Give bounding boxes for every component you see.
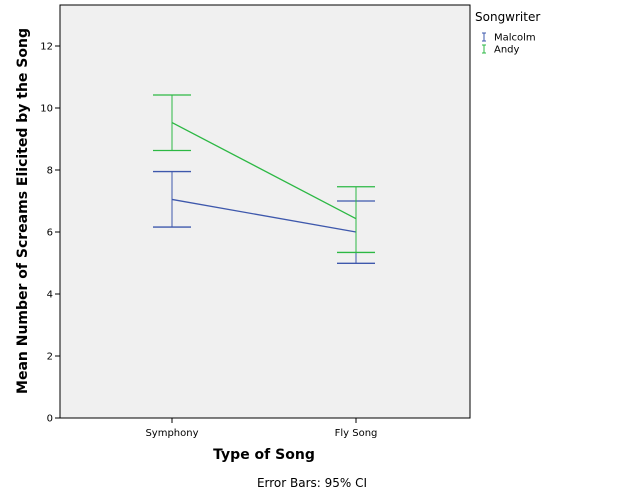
y-tick-label: 2 <box>47 352 53 363</box>
y-tick-label: 12 <box>40 42 53 53</box>
x-axis: Symphony Fly Song <box>145 418 377 439</box>
y-tick-label: 8 <box>47 166 53 177</box>
y-tick-label: 4 <box>47 290 53 301</box>
series-line <box>171 198 357 233</box>
y-axis: 0 2 4 6 8 10 12 <box>40 42 60 425</box>
legend-label: Andy <box>494 45 520 56</box>
series-andy <box>153 94 375 254</box>
y-tick-label: 6 <box>47 228 53 239</box>
series-group <box>153 94 375 264</box>
x-tick-label: Fly Song <box>335 428 378 439</box>
x-axis-title: Type of Song <box>213 447 315 463</box>
legend-label: Malcolm <box>494 33 536 44</box>
plot-area <box>59 4 471 419</box>
y-tick-label: 10 <box>40 104 53 115</box>
footnote: Error Bars: 95% CI <box>257 476 367 490</box>
series-line <box>171 121 357 220</box>
x-tick-label: Symphony <box>145 428 198 439</box>
legend-title: Songwriter <box>475 10 540 24</box>
y-axis-title: Mean Number of Screams Elicited by the S… <box>15 28 31 394</box>
y-tick-label: 0 <box>47 414 53 425</box>
